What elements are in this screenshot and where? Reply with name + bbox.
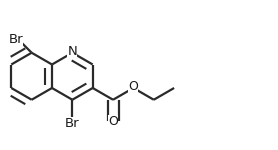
Text: Br: Br — [8, 33, 23, 46]
Text: Br: Br — [65, 117, 80, 130]
Text: O: O — [128, 80, 138, 93]
Text: O: O — [108, 115, 118, 128]
Text: N: N — [68, 45, 77, 58]
